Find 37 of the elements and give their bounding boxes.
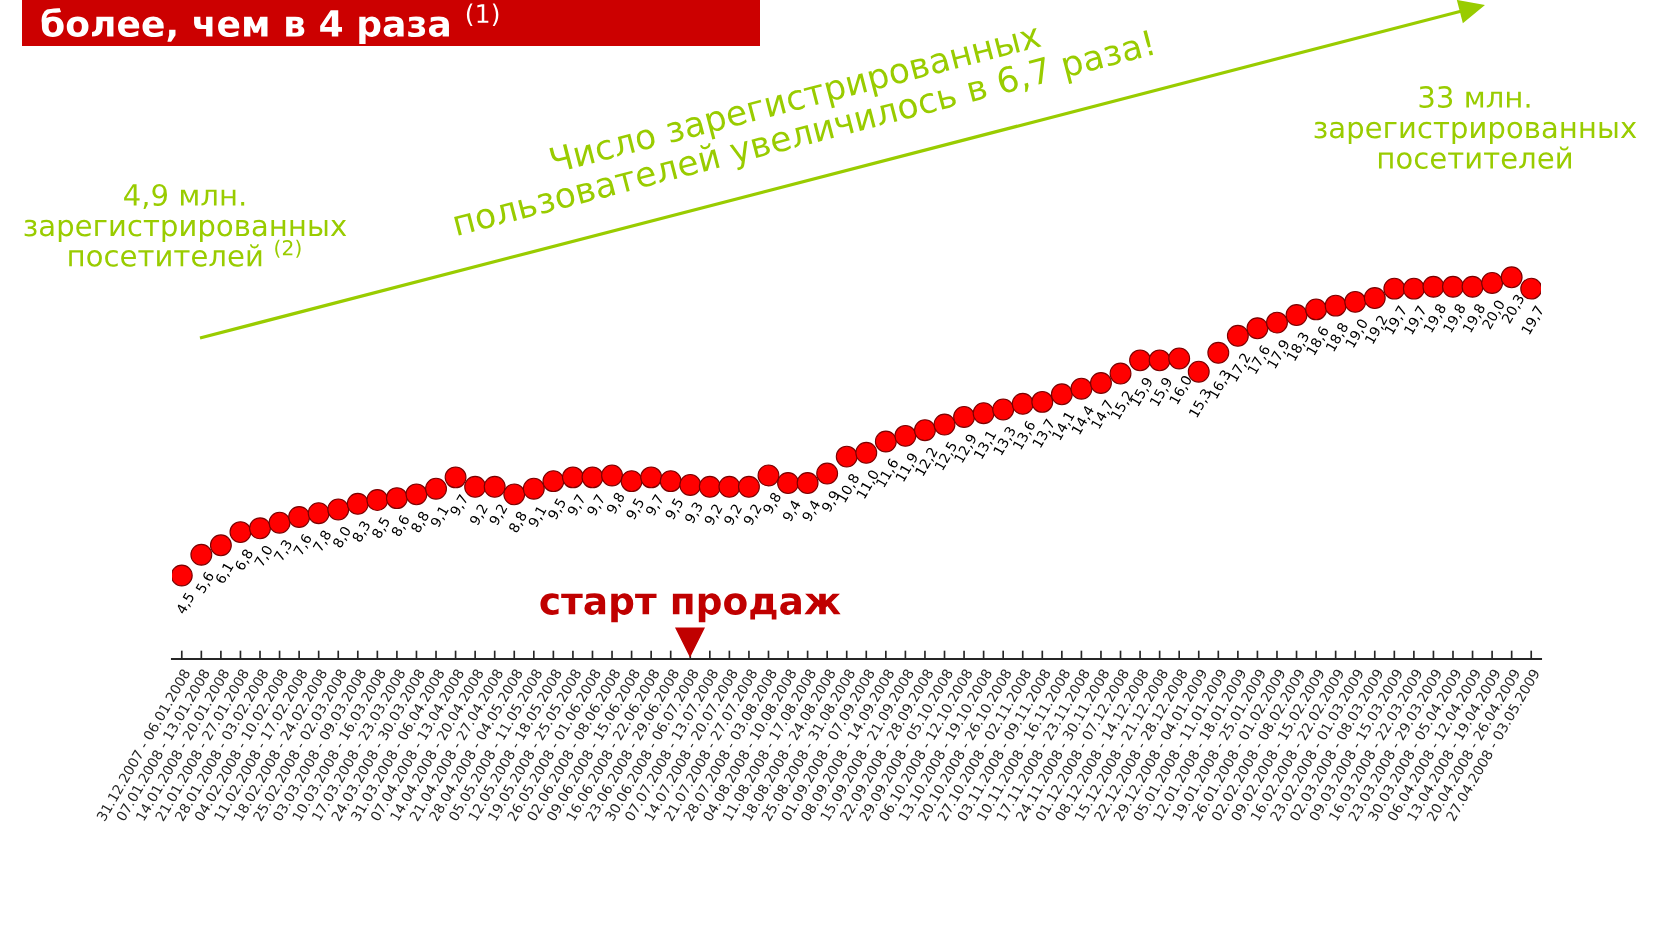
data-label: 8,6 <box>390 514 412 538</box>
data-label: 9,7 <box>449 493 470 518</box>
data-label: 8,5 <box>371 516 392 540</box>
data-label: 9,1 <box>429 505 451 529</box>
data-label: 8,8 <box>508 510 529 535</box>
data-label: 9,8 <box>605 491 627 516</box>
data-label: 9,4 <box>801 499 822 523</box>
data-label: 6,1 <box>214 561 235 585</box>
data-label: 9,2 <box>488 503 509 527</box>
chart-title: более, чем в 4 раза $^{(1)}$ <box>41 3 499 45</box>
data-label: 9,7 <box>586 493 607 518</box>
data-label: 7,8 <box>312 529 333 553</box>
data-label: 9,7 <box>566 493 588 518</box>
data-label: 7,6 <box>293 533 314 557</box>
data-label: 5,6 <box>195 570 216 595</box>
data-label: 8,3 <box>351 520 372 544</box>
data-label: 9,1 <box>527 505 548 529</box>
data-label: 9,2 <box>742 503 763 527</box>
text: старт продаж <box>540 593 841 623</box>
data-label: 9,3 <box>684 501 705 525</box>
data-label: 9,5 <box>547 497 568 521</box>
data-label: 9,5 <box>664 497 685 521</box>
data-label: 8,0 <box>332 525 353 550</box>
data-label: 7,0 <box>253 544 275 568</box>
data-label: 8,8 <box>410 510 431 535</box>
data-label: 6,8 <box>234 548 255 572</box>
data-label: 9,2 <box>723 503 744 527</box>
text: 33 млн. зарегистрированных посетителей <box>1314 85 1637 169</box>
data-label: 7,3 <box>273 539 294 563</box>
data-label: 9,5 <box>625 497 646 521</box>
data-label: 9,2 <box>703 503 724 527</box>
data-label: 9,4 <box>781 499 803 523</box>
data-label: 9,8 <box>762 491 783 516</box>
text: 4,9 млн. зарегистрированных посетителей $^{(2)}$ <box>24 183 347 267</box>
data-label: 9,7 <box>644 493 666 518</box>
data-label: 9,2 <box>468 503 490 527</box>
data-label: 4,5 <box>175 592 196 616</box>
